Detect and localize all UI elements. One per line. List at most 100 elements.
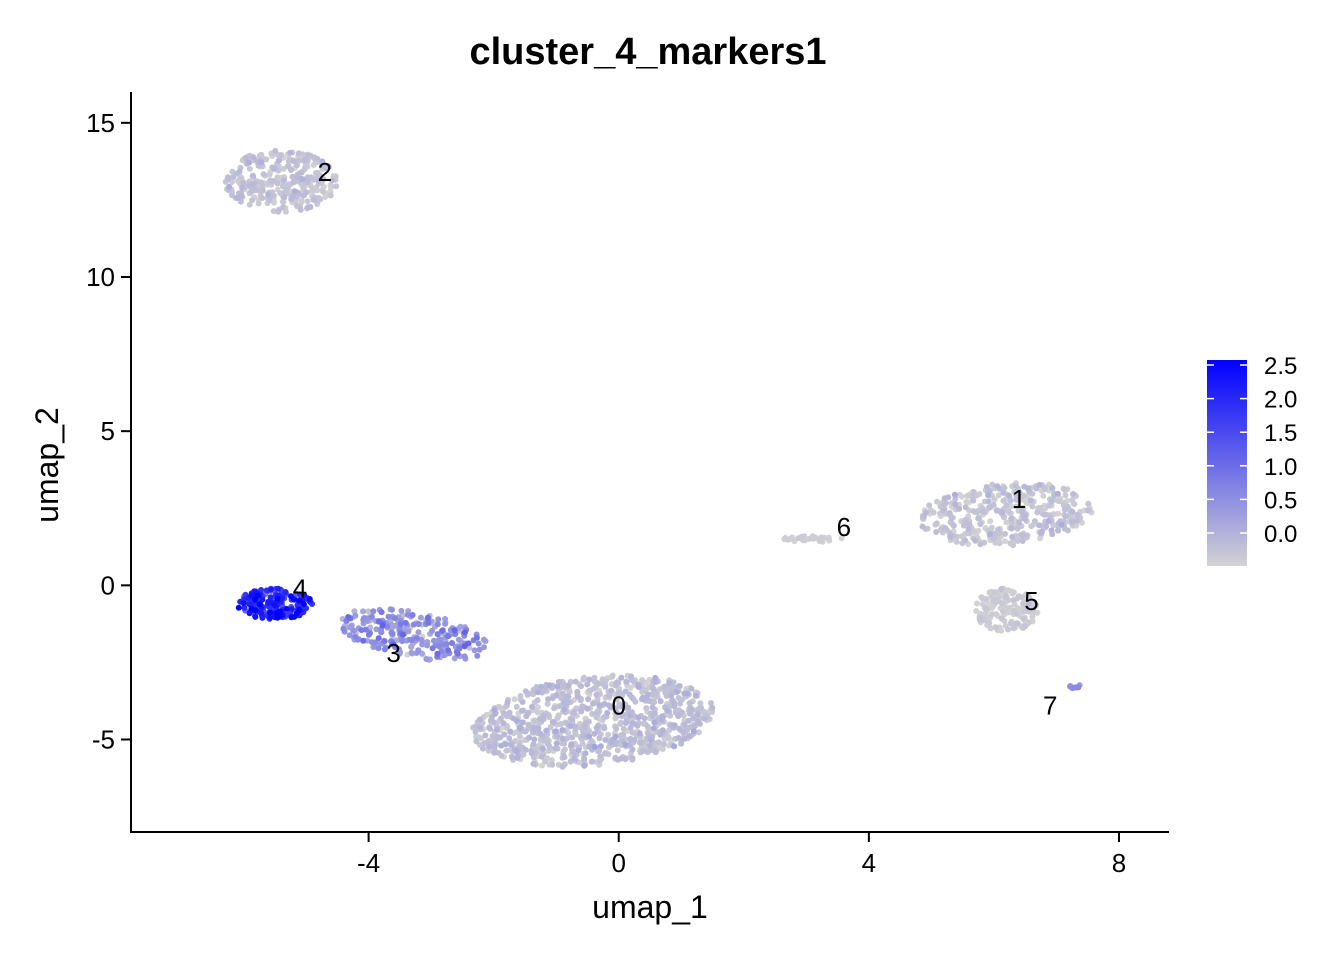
cell-point: [530, 741, 537, 747]
cell-point: [278, 152, 285, 159]
cell-point: [298, 197, 305, 204]
cell-point: [589, 710, 596, 717]
cell-point: [287, 149, 294, 156]
cell-point: [557, 721, 564, 728]
cell-point: [667, 722, 674, 729]
cell-point: [593, 691, 600, 698]
cell-point: [962, 517, 969, 523]
cell-point: [680, 729, 687, 736]
cell-point: [817, 536, 824, 542]
cell-point: [506, 709, 513, 716]
cell-point: [323, 165, 330, 172]
cell-point: [571, 710, 578, 717]
cell-point: [652, 749, 659, 756]
cell-point: [538, 683, 544, 690]
cell-point: [651, 699, 658, 705]
cell-point: [225, 175, 232, 182]
cell-point: [1025, 485, 1032, 492]
cell-point: [655, 739, 662, 746]
cluster-label: 7: [1043, 691, 1057, 721]
cell-point: [1003, 502, 1010, 509]
cell-point: [980, 508, 987, 515]
cell-point: [256, 601, 263, 608]
cell-point: [1029, 503, 1036, 510]
cell-point: [975, 515, 982, 522]
cell-point: [435, 616, 442, 623]
cell-point: [578, 683, 584, 690]
cell-point: [288, 167, 294, 173]
cell-point: [473, 738, 480, 745]
cell-point: [486, 743, 492, 750]
cell-point: [493, 726, 500, 733]
cell-point: [1013, 496, 1020, 503]
cluster-label: 4: [293, 573, 307, 603]
cell-point: [522, 746, 529, 753]
cell-point: [498, 742, 505, 749]
cell-point: [1007, 620, 1014, 627]
cell-point: [1025, 592, 1032, 599]
cell-point: [616, 689, 623, 696]
cell-point: [697, 700, 704, 707]
cell-point: [288, 614, 295, 621]
cell-point: [303, 175, 310, 182]
cell-point: [449, 640, 455, 646]
cell-point: [635, 684, 642, 690]
cell-point: [664, 707, 671, 714]
cell-point: [641, 715, 648, 722]
cell-point: [983, 484, 990, 490]
cell-point: [948, 515, 955, 522]
cell-point: [415, 629, 422, 636]
cell-point: [1069, 508, 1076, 515]
cell-point: [350, 627, 357, 634]
cluster-label: 3: [386, 638, 400, 668]
cell-point: [708, 700, 714, 707]
cell-point: [567, 723, 574, 729]
cell-point: [475, 640, 482, 647]
cell-point: [258, 610, 265, 617]
cell-point: [694, 711, 701, 717]
cell-point: [1038, 528, 1045, 535]
cell-point: [271, 165, 278, 172]
cell-point: [1049, 485, 1056, 492]
cell-point: [1004, 605, 1011, 612]
cell-point: [1055, 510, 1062, 517]
cell-point: [1045, 518, 1052, 524]
cell-point: [434, 650, 441, 657]
cell-point: [991, 535, 998, 542]
cell-point: [1041, 511, 1048, 518]
cell-point: [289, 193, 296, 200]
cell-point: [549, 761, 556, 768]
cell-point: [443, 641, 450, 648]
cell-point: [513, 748, 520, 755]
cell-point: [691, 723, 698, 730]
cell-point: [591, 730, 598, 737]
cell-point: [973, 600, 980, 607]
cell-point: [1060, 485, 1067, 492]
cell-point: [557, 702, 564, 709]
cell-point: [963, 498, 970, 505]
cell-point: [487, 725, 494, 732]
cell-point: [480, 636, 487, 643]
cell-point: [472, 729, 479, 735]
cell-point: [977, 541, 984, 548]
cell-point: [434, 631, 441, 638]
cell-point: [288, 593, 294, 600]
cell-point: [526, 734, 533, 741]
cell-point: [439, 627, 446, 634]
cell-point: [653, 691, 660, 697]
cell-point: [586, 733, 593, 740]
cell-point: [977, 521, 984, 527]
cell-point: [612, 733, 619, 740]
cell-point: [327, 192, 334, 199]
cell-point: [429, 627, 435, 634]
cell-point: [306, 596, 313, 602]
cell-point: [425, 614, 431, 621]
cell-point: [1075, 683, 1082, 690]
cell-point: [379, 622, 386, 629]
cell-point: [640, 747, 647, 754]
cell-point: [671, 743, 677, 750]
cell-point: [267, 594, 274, 601]
cell-point: [472, 723, 479, 730]
cell-point: [296, 606, 303, 613]
cell-point: [566, 688, 573, 695]
